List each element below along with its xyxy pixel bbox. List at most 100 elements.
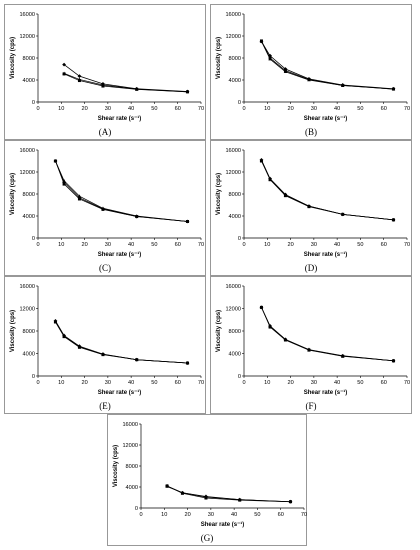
data-point-d-2-5 [391,218,396,222]
data-point-c-2-0 [53,159,58,163]
chart-d: 0 4000 8000 12000 16000 0 10 20 30 40 50 60 70 Shear … [210,140,412,276]
series-line-b-0 [261,41,394,90]
data-point-b-2-4 [341,83,345,87]
data-point-e-2-2 [77,344,82,349]
panel-label-f: (F) [306,401,317,411]
x-tick-label-f-2: 20 [287,380,293,386]
x-tick-label-c-3: 30 [105,242,111,248]
data-point-c-2-2 [77,194,82,198]
x-tick-label-a-4: 40 [128,106,134,112]
data-point-e-2-4 [135,357,139,361]
y-tick-label-b-3: 12000 [225,34,241,40]
y-tick-label-b-1: 4000 [229,78,241,84]
x-tick-label-a-0: 0 [36,106,39,112]
x-tick-label-e-1: 10 [58,380,64,386]
data-point-c-1-1 [62,182,66,186]
data-point-a-2-2 [101,83,105,87]
data-point-d-2-1 [268,177,272,181]
data-point-c-1-2 [77,197,81,201]
y-axis-title-g: Viscosity (cps) [113,445,119,487]
y-tick-label-e-1: 4000 [23,352,35,358]
chart-g: 0 4000 8000 12000 16000 0 10 20 30 40 50 60 70 Shear … [107,414,307,546]
series-line-c-1 [55,160,188,222]
y-axis-title-c: Viscosity (cps) [10,173,16,215]
data-point-g-2-4 [288,499,293,503]
x-axis-title-e: Shear rate (s⁻¹) [98,389,142,396]
data-point-b-2-5 [391,87,396,91]
data-point-c-2-4 [135,214,139,218]
x-tick-label-b-0: 0 [242,106,245,112]
data-point-c-2-5 [185,219,190,223]
panel-label-c: (C) [99,263,111,273]
y-tick-label-b-0: 0 [238,100,241,106]
y-tick-label-c-1: 4000 [23,214,35,220]
y-axis-title-a: Viscosity (cps) [10,37,16,79]
x-tick-label-c-5: 50 [151,242,157,248]
x-tick-label-e-7: 70 [198,380,204,386]
x-tick-label-f-4: 40 [334,380,340,386]
series-line-c-2 [55,160,188,222]
x-axis-title-a: Shear rate (s⁻¹) [98,115,142,122]
x-tick-label-c-7: 70 [198,242,204,248]
x-tick-label-g-5: 50 [254,512,260,518]
x-tick-label-d-6: 60 [381,242,387,248]
y-tick-label-c-2: 8000 [23,192,35,198]
panel-c: 0 4000 8000 12000 16000 0 10 20 30 40 50 60 70 Shear … [4,140,206,276]
x-tick-label-f-7: 70 [404,380,410,386]
panel-d: 0 4000 8000 12000 16000 0 10 20 30 40 50 60 70 Shear … [210,140,412,276]
x-tick-label-c-4: 40 [128,242,134,248]
y-tick-label-f-0: 0 [238,374,241,380]
y-tick-label-d-1: 4000 [229,214,241,220]
x-tick-label-b-1: 10 [264,106,270,112]
x-axis-title-f: Shear rate (s⁻¹) [304,389,348,396]
x-tick-label-b-3: 30 [311,106,317,112]
x-tick-label-f-6: 60 [381,380,387,386]
y-tick-label-e-2: 8000 [23,329,35,335]
x-tick-label-e-6: 60 [175,380,181,386]
data-point-e-2-0 [53,319,58,323]
y-tick-label-e-4: 16000 [19,284,35,290]
y-tick-label-g-0: 0 [135,506,138,512]
data-point-c-2-1 [62,179,66,183]
x-tick-label-b-4: 40 [334,106,340,112]
x-axis-title-g: Shear rate (s⁻¹) [201,521,245,528]
x-tick-label-b-6: 60 [381,106,387,112]
y-tick-label-f-1: 4000 [229,352,241,358]
data-point-d-2-0 [259,158,264,162]
data-point-b-2-1 [268,57,272,61]
panel-a: 0 4000 8000 12000 16000 0 10 20 30 40 50 60 70 Shear … [4,4,206,140]
data-point-d-2-4 [341,212,345,216]
y-axis-title-f: Viscosity (cps) [216,310,222,352]
y-tick-label-c-3: 12000 [19,170,35,176]
y-tick-label-f-3: 12000 [225,307,241,313]
data-point-b-2-0 [259,39,264,43]
y-tick-label-d-3: 12000 [225,170,241,176]
series-line-e-2 [55,321,188,364]
x-tick-label-g-6: 60 [278,512,284,518]
y-tick-label-a-0: 0 [32,100,35,106]
y-tick-label-f-4: 16000 [225,284,241,290]
chart-a: 0 4000 8000 12000 16000 0 10 20 30 40 50 60 70 Shear … [4,4,206,140]
x-tick-label-e-4: 40 [128,380,134,386]
x-tick-label-f-0: 0 [242,380,245,386]
y-tick-label-a-4: 16000 [19,12,35,18]
x-tick-label-f-1: 10 [264,380,270,386]
x-tick-label-g-0: 0 [139,512,142,518]
chart-f: 0 4000 8000 12000 16000 0 10 20 30 40 50 60 70 Shear … [210,276,412,414]
x-tick-label-a-2: 20 [81,106,87,112]
x-tick-label-b-7: 70 [404,106,410,112]
x-tick-label-g-3: 30 [208,512,214,518]
y-tick-label-a-2: 8000 [23,56,35,62]
x-tick-label-d-4: 40 [334,242,340,248]
x-tick-label-e-3: 30 [105,380,111,386]
data-point-g-2-0 [165,484,169,488]
x-tick-label-d-3: 30 [311,242,317,248]
series-line-d-2 [261,160,394,221]
y-axis-title-d: Viscosity (cps) [216,173,222,215]
y-tick-label-d-0: 0 [238,236,241,242]
x-tick-label-a-5: 50 [151,106,157,112]
panel-g: 0 4000 8000 12000 16000 0 10 20 30 40 50 60 70 Shear … [107,414,307,546]
y-axis-title-e: Viscosity (cps) [10,310,16,352]
panel-label-b: (B) [305,127,317,137]
y-tick-label-g-4: 16000 [122,422,138,428]
